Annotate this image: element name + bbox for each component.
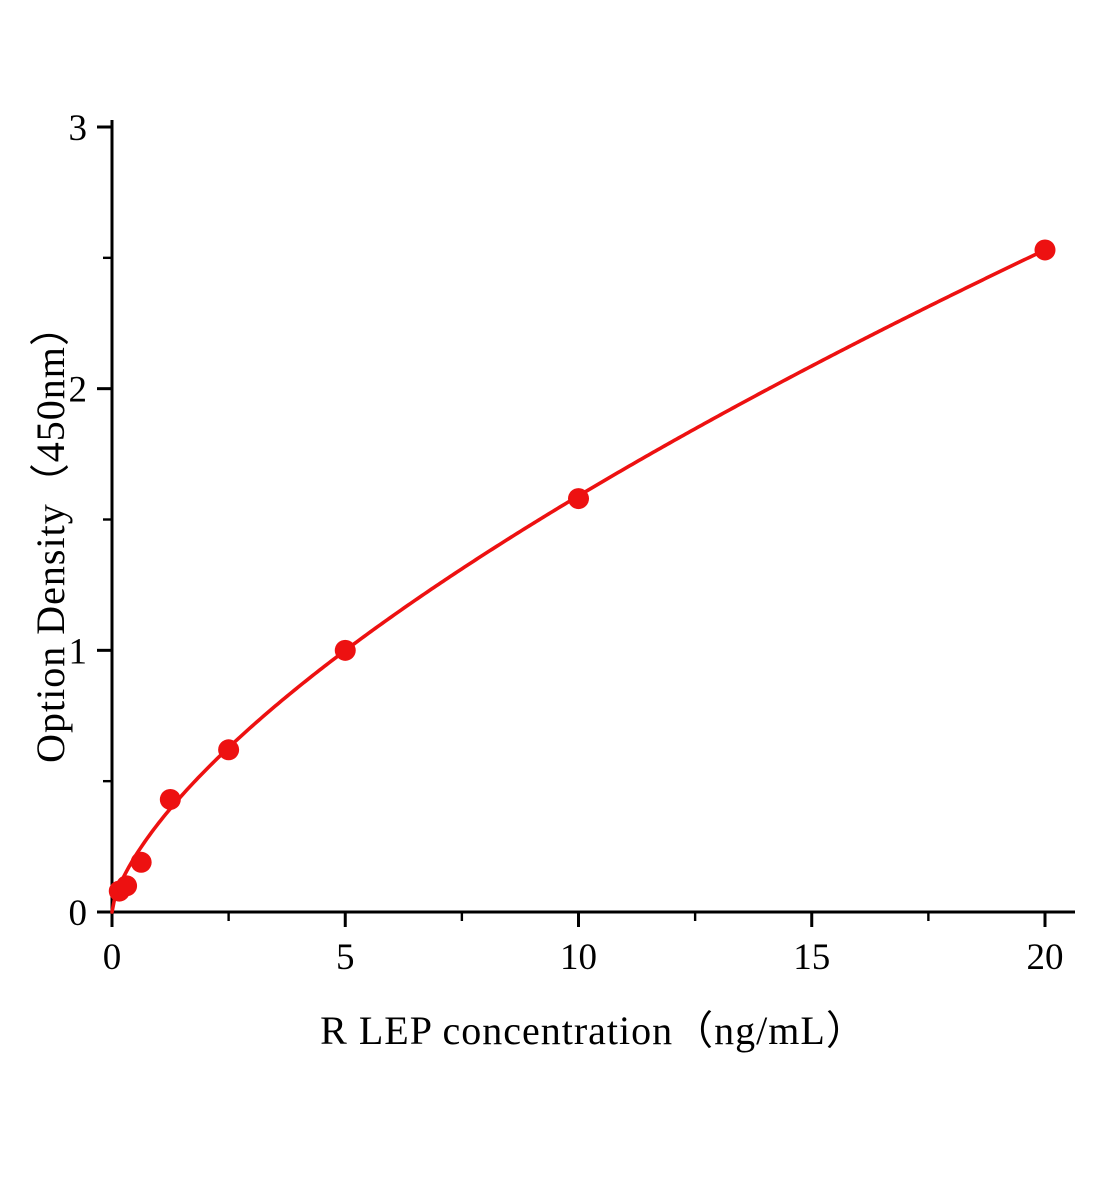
x-axis-label: R LEP concentration（ng/mL） [320,1008,867,1053]
data-point [568,488,589,510]
data-point [1034,239,1056,261]
y-tick-label: 2 [69,370,88,411]
y-tick-label: 0 [69,893,88,934]
x-tick-label: 5 [336,937,355,978]
x-tick-label: 0 [103,937,122,978]
data-point [116,875,138,897]
y-axis-label: Option Density（450nm） [28,305,73,763]
data-point [130,851,152,873]
y-tick-label: 1 [69,631,88,672]
x-tick-label: 20 [1027,937,1064,978]
data-point [334,639,356,661]
fit-curve [110,248,1047,914]
x-tick-label: 10 [560,937,597,978]
data-point [218,739,240,761]
data-point [159,788,181,810]
x-tick-label: 15 [793,937,830,978]
y-tick-label: 3 [69,108,88,149]
